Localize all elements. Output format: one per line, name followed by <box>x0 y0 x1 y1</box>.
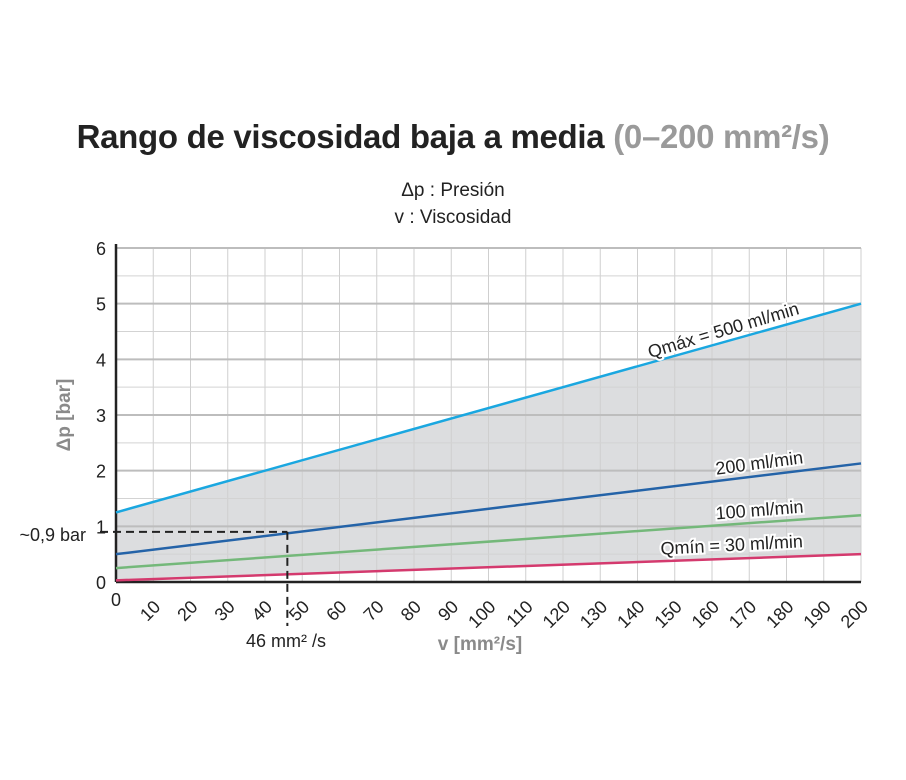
y-tick-label: 4 <box>96 350 106 370</box>
x-tick-label: 0 <box>111 590 121 610</box>
legend-pressure: Δp : Presión <box>401 180 505 201</box>
x-tick-label: 10 <box>136 597 164 625</box>
x-tick-label: 130 <box>576 597 611 632</box>
title-main: Rango de viscosidad baja a media <box>76 118 605 155</box>
x-tick-label: 150 <box>650 597 685 632</box>
y-axis-label: Δp [bar] <box>54 379 75 452</box>
series-line-1 <box>115 462 862 556</box>
x-tick-label: 40 <box>248 597 276 625</box>
x-tick-label: 120 <box>539 597 574 632</box>
x-tick-label: 50 <box>285 597 313 625</box>
x-tick-label: 70 <box>360 597 388 625</box>
x-tick-label: 100 <box>464 597 499 632</box>
annotation-x-label: 46 mm² /s <box>246 631 326 651</box>
title-range: (0–200 mm²/s) <box>613 118 830 155</box>
x-tick-label: 180 <box>762 597 797 632</box>
y-tick-label: 5 <box>96 295 106 315</box>
y-tick-label: 0 <box>96 573 106 593</box>
series-line-0 <box>115 302 862 514</box>
x-tick-label: 80 <box>397 597 425 625</box>
annotation-y-label: ~0,9 bar <box>19 525 86 545</box>
x-tick-label: 30 <box>211 597 239 625</box>
x-tick-label: 190 <box>799 597 834 632</box>
series-line-2 <box>115 513 862 570</box>
x-tick-label: 20 <box>173 597 201 625</box>
x-tick-label: 170 <box>725 597 760 632</box>
legend-viscosity: v : Viscosidad <box>394 207 512 228</box>
x-tick-label: 140 <box>613 597 648 632</box>
series-line-3 <box>115 552 862 582</box>
x-tick-label: 110 <box>502 597 536 631</box>
y-tick-label: 3 <box>96 406 106 426</box>
y-tick-label: 1 <box>96 517 106 537</box>
x-tick-label: 60 <box>322 597 350 625</box>
x-tick-label: 90 <box>434 597 462 625</box>
chart-title: Rango de viscosidad baja a media (0–200 … <box>0 118 906 156</box>
x-axis-label: v [mm²/s] <box>438 634 522 655</box>
x-tick-label: 200 <box>837 597 872 632</box>
y-tick-label: 6 <box>96 239 106 259</box>
y-tick-label: 2 <box>96 462 106 482</box>
x-tick-label: 160 <box>688 597 723 632</box>
